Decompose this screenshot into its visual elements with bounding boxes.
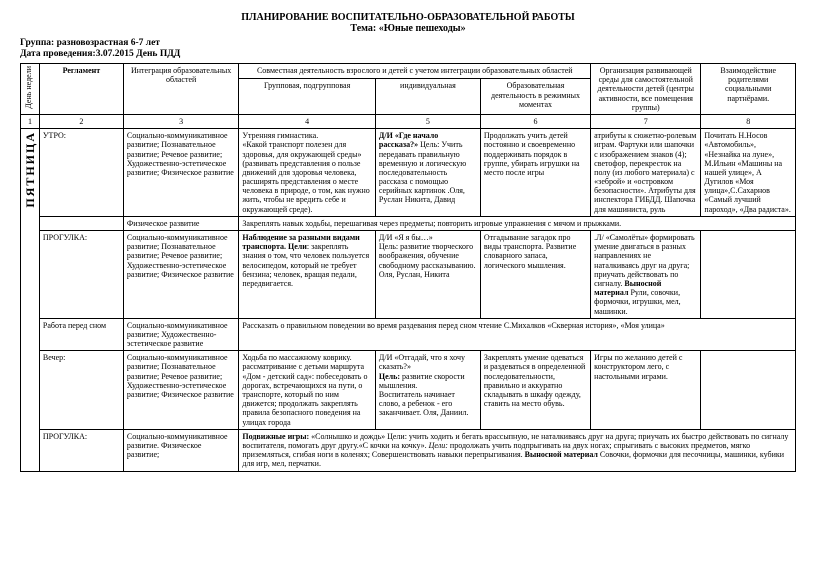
walk2-int: Социально-коммуникативное развитие. Физи… [123, 429, 239, 471]
num-6: 6 [480, 114, 590, 128]
num-2: 2 [39, 114, 123, 128]
heading: ПЛАНИРОВАНИЕ ВОСПИТАТЕЛЬНО-ОБРАЗОВАТЕЛЬН… [20, 12, 796, 34]
th-joint: Совместная деятельность взрослого и дете… [239, 64, 591, 79]
num-4: 4 [239, 114, 376, 128]
prework-merged: Рассказать о правильном поведении во вре… [239, 318, 796, 351]
evening-int: Социально-коммуникативное развитие; Позн… [123, 351, 239, 430]
th-par: Взаимодействие родителями социальными па… [701, 64, 796, 115]
prework-int: Социально-коммуникативное развитие; Худо… [123, 318, 239, 351]
th-reg: Регламент [39, 64, 123, 115]
walk2-merged: Подвижные игры: «Солнышко и дождь» Цели:… [239, 429, 796, 471]
evening-ind: Д/И «Отгадай, что я хочу сказать?»Цель: … [375, 351, 480, 430]
row-prework: Работа перед сном Социально-коммуникатив… [21, 318, 796, 351]
phys-reg [39, 216, 123, 230]
morning-edu: Продолжать учить детей постоянно и своев… [480, 129, 590, 217]
row-walk1: ПРОГУЛКА: Социально-коммуникативное разв… [21, 231, 796, 319]
walk1-edu: Отгадывание загадок про виды транспорта.… [480, 231, 590, 319]
morning-par: Почитать Н.Носов «Автомобиль», «Незнайка… [701, 129, 796, 217]
morning-reg: УТРО: [39, 129, 123, 217]
morning-ind: Д/И «Где начало рассказа?» Цель: Учить п… [375, 129, 480, 217]
morning-org: атрибуты к сюжетно-ролевым играм. Фартук… [591, 129, 701, 217]
morning-int: Социально-коммуникативное развитие; Позн… [123, 129, 239, 217]
date-line: Дата проведения:3.07.2015 День ПДД [20, 49, 796, 59]
evening-grp: Ходьба по массажному коврику. рассматрив… [239, 351, 376, 430]
header-row-1: День недели Регламент Интеграция образов… [21, 64, 796, 79]
walk2-reg: ПРОГУЛКА: [39, 429, 123, 471]
num-3: 3 [123, 114, 239, 128]
th-int: Интеграция образовательных областей [123, 64, 239, 115]
day-cell: ПЯТНИЦА [21, 129, 40, 471]
walk1-reg: ПРОГУЛКА: [39, 231, 123, 319]
morning-grp: Утренняя гимнастика.«Какой транспорт пол… [239, 129, 376, 217]
phys-merged: Закреплять навык ходьбы, перешагивая чер… [239, 216, 796, 230]
th-edu: Образовательная деятельность в режимных … [480, 79, 590, 114]
th-grp: Групповая, подгрупповая [239, 79, 376, 114]
th-ind: индивидуальная [375, 79, 480, 114]
walk1-int: Социально-коммуникативное развитие; Позн… [123, 231, 239, 319]
th-day: День недели [21, 64, 40, 115]
walk1-par [701, 231, 796, 319]
walk1-grp: Наблюдение за разными видами транспорта.… [239, 231, 376, 319]
day-name: ПЯТНИЦА [24, 131, 38, 208]
num-5: 5 [375, 114, 480, 128]
num-row: 1 2 3 4 5 6 7 8 [21, 114, 796, 128]
group-line: Группа: разновозрастная 6-7 лет [20, 38, 796, 48]
num-7: 7 [591, 114, 701, 128]
evening-reg: Вечер: [39, 351, 123, 430]
phys-int: Физическое развитие [123, 216, 239, 230]
plan-table: День недели Регламент Интеграция образов… [20, 63, 796, 472]
row-evening: Вечер: Социально-коммуникативное развити… [21, 351, 796, 430]
walk1-ind: Д/И «Я я бы…»Цель: развитие творческого … [375, 231, 480, 319]
th-org: Организация развивающей среды для самост… [591, 64, 701, 115]
num-8: 8 [701, 114, 796, 128]
evening-par [701, 351, 796, 430]
page-title: ПЛАНИРОВАНИЕ ВОСПИТАТЕЛЬНО-ОБРАЗОВАТЕЛЬН… [20, 12, 796, 23]
row-walk2: ПРОГУЛКА: Социально-коммуникативное разв… [21, 429, 796, 471]
row-morning: ПЯТНИЦА УТРО: Социально-коммуникативное … [21, 129, 796, 217]
evening-edu: Закреплять умение одеваться и раздеватьс… [480, 351, 590, 430]
walk1-org: .Л/ «Самолёты» формировать умение двигат… [591, 231, 701, 319]
evening-org: Игры по желанию детей с конструктором ле… [591, 351, 701, 430]
prework-reg: Работа перед сном [39, 318, 123, 351]
row-phys: Физическое развитие Закреплять навык ход… [21, 216, 796, 230]
th-day-label: День недели [24, 66, 33, 109]
num-1: 1 [21, 114, 40, 128]
theme-title: Тема: «Юные пешеходы» [20, 23, 796, 34]
